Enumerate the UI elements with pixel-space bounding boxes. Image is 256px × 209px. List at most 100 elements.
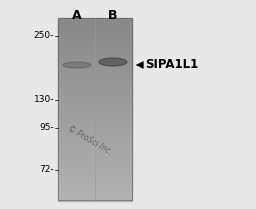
Bar — [58, 22, 132, 23]
Bar — [58, 62, 132, 63]
Bar — [58, 190, 132, 192]
Bar — [58, 58, 132, 60]
Bar — [58, 149, 132, 151]
Bar — [58, 42, 132, 44]
Bar — [58, 25, 132, 27]
Text: 130-: 130- — [34, 96, 54, 104]
Bar — [58, 98, 132, 100]
Bar — [58, 92, 132, 94]
Bar — [58, 195, 132, 197]
Bar — [58, 82, 132, 84]
Bar — [58, 28, 132, 29]
Ellipse shape — [63, 62, 91, 68]
Bar — [58, 87, 132, 89]
Bar — [58, 126, 132, 128]
Bar — [58, 167, 132, 169]
Bar — [58, 124, 132, 125]
Bar — [58, 185, 132, 187]
Bar — [58, 183, 132, 185]
Bar — [58, 46, 132, 48]
Bar — [58, 65, 132, 67]
Bar — [58, 188, 132, 190]
Bar — [58, 91, 132, 93]
Bar — [58, 54, 132, 56]
Text: 95-: 95- — [39, 124, 54, 133]
Bar — [58, 63, 132, 65]
Bar — [58, 73, 132, 74]
Bar — [58, 50, 132, 51]
Bar — [58, 27, 132, 28]
Bar — [58, 88, 132, 90]
Bar — [58, 30, 132, 32]
Bar — [58, 86, 132, 88]
Bar — [58, 119, 132, 120]
Bar — [58, 140, 132, 142]
Bar — [58, 198, 132, 199]
Bar — [58, 39, 132, 40]
Bar — [58, 153, 132, 154]
Bar — [58, 168, 132, 170]
Bar — [58, 60, 132, 62]
Bar — [58, 196, 132, 198]
Bar — [58, 191, 132, 193]
Bar — [58, 177, 132, 179]
Bar — [58, 51, 132, 52]
Bar — [58, 40, 132, 42]
Bar — [58, 127, 132, 129]
Bar — [58, 164, 132, 165]
Bar — [58, 70, 132, 72]
Bar — [58, 93, 132, 95]
Text: A: A — [72, 9, 82, 22]
Bar — [58, 94, 132, 96]
Bar — [58, 31, 132, 33]
Bar — [58, 71, 132, 73]
Bar — [58, 184, 132, 186]
Bar — [58, 107, 132, 108]
Bar — [58, 147, 132, 148]
Bar — [58, 114, 132, 116]
Bar — [58, 41, 132, 43]
Bar — [58, 131, 132, 133]
Bar — [58, 97, 132, 99]
Bar — [58, 121, 132, 123]
Bar — [58, 133, 132, 135]
Bar — [58, 199, 132, 200]
Bar — [58, 159, 132, 161]
Bar — [58, 187, 132, 188]
Bar — [58, 181, 132, 182]
Bar — [58, 33, 132, 34]
Bar — [58, 144, 132, 146]
Bar — [58, 194, 132, 196]
Bar — [58, 78, 132, 79]
Bar — [58, 81, 132, 83]
Bar — [58, 152, 132, 153]
Bar — [58, 178, 132, 180]
Bar — [58, 79, 132, 80]
Bar — [58, 29, 132, 31]
Bar — [58, 179, 132, 181]
Bar — [58, 139, 132, 141]
Bar — [58, 161, 132, 163]
Bar — [58, 132, 132, 134]
Text: B: B — [108, 9, 118, 22]
Bar — [58, 53, 132, 55]
Bar — [58, 173, 132, 175]
Bar — [58, 75, 132, 77]
Bar — [58, 80, 132, 82]
Bar — [58, 148, 132, 150]
Bar — [58, 130, 132, 131]
Bar — [58, 155, 132, 157]
Bar — [58, 74, 132, 75]
Bar — [58, 189, 132, 191]
Bar — [58, 18, 132, 20]
Bar — [58, 110, 132, 112]
Bar — [58, 120, 132, 122]
Bar — [58, 24, 132, 26]
Bar — [58, 36, 132, 38]
Bar — [58, 162, 132, 164]
Bar — [58, 47, 132, 49]
Bar — [58, 117, 132, 119]
Bar — [58, 138, 132, 140]
Bar — [58, 59, 132, 61]
Bar — [58, 175, 132, 176]
